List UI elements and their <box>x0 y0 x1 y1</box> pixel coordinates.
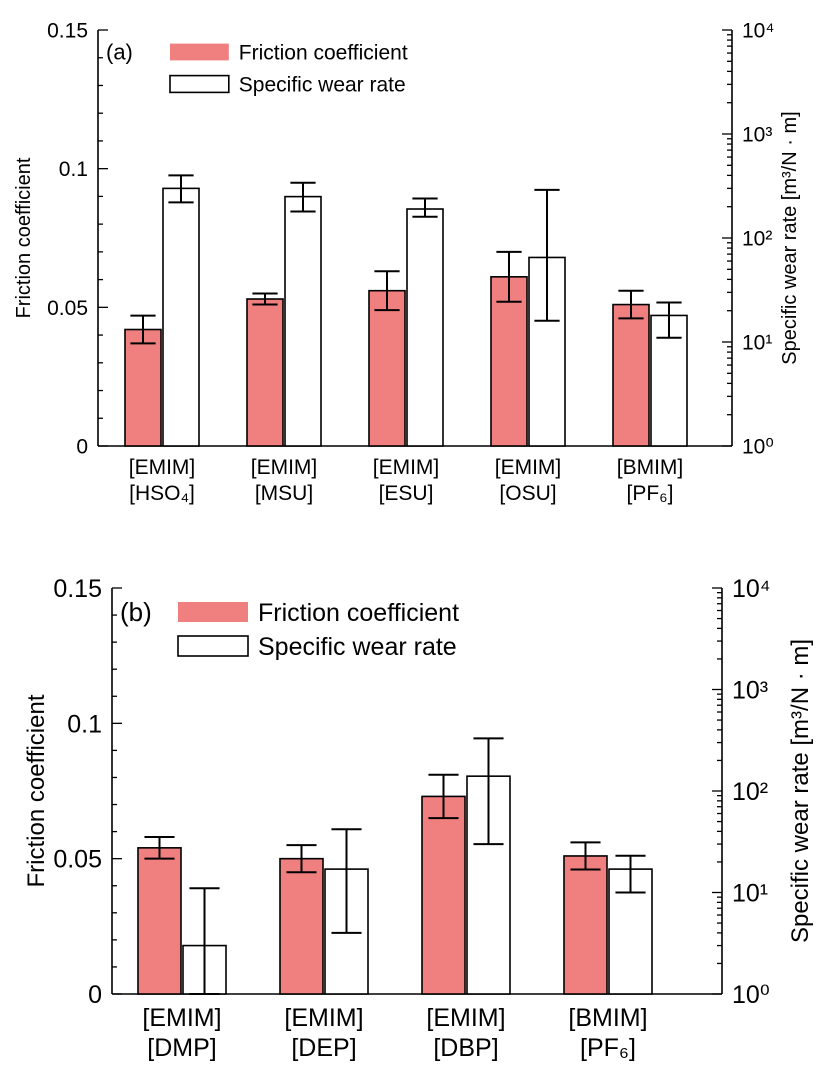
right-axis-title: Specific wear rate [m³/N · m] <box>787 639 814 943</box>
left-tick-label: 0 <box>76 436 88 459</box>
right-tick-label: 10¹ <box>732 880 768 908</box>
friction-bar <box>368 289 406 447</box>
friction-bar <box>246 298 284 447</box>
wear-rate-bar <box>284 195 322 447</box>
left-axis-title: Friction coefficient <box>13 157 35 318</box>
category-label-anion: [DMP] <box>147 1034 216 1062</box>
category-label-anion: [MSU] <box>255 482 313 505</box>
right-tick-label: 10³ <box>742 124 772 147</box>
category-label-anion: [PF₆] <box>580 1034 636 1062</box>
left-tick-label: 0 <box>88 981 102 1009</box>
category-label-cation: [EMIM] <box>495 456 562 479</box>
category-label-cation: [EMIM] <box>284 1004 363 1032</box>
category-label-cation: [EMIM] <box>129 456 196 479</box>
category-label-cation: [EMIM] <box>373 456 440 479</box>
friction-bar <box>612 303 650 447</box>
right-tick-label: 10⁰ <box>742 436 774 459</box>
category-label-cation: [EMIM] <box>142 1004 221 1032</box>
legend-label-wear: Specific wear rate <box>239 74 406 97</box>
wear-rate-bar <box>406 208 444 447</box>
right-tick-label: 10² <box>742 228 772 251</box>
legend-swatch-friction <box>170 43 229 61</box>
friction-bar <box>421 795 466 995</box>
category-label-cation: [EMIM] <box>426 1004 505 1032</box>
wear-rate-bar <box>162 187 200 447</box>
category-label-cation: [BMIM] <box>568 1004 647 1032</box>
friction-bar <box>279 857 324 995</box>
legend-label-wear: Specific wear rate <box>258 633 457 661</box>
category-label-anion: [DBP] <box>433 1034 498 1062</box>
right-tick-label: 10¹ <box>742 332 772 355</box>
left-tick-label: 0.15 <box>47 20 88 43</box>
friction-bar <box>490 276 528 447</box>
right-tick-label: 10⁰ <box>732 981 770 1009</box>
category-label-anion: [HSO₄] <box>129 482 195 505</box>
right-tick-label: 10⁴ <box>742 20 774 43</box>
legend-swatch-friction <box>178 602 248 622</box>
category-label-anion: [PF₆] <box>627 482 674 505</box>
category-label-cation: [EMIM] <box>251 456 318 479</box>
panel-label: (b) <box>120 597 152 627</box>
left-tick-label: 0.1 <box>67 710 102 738</box>
category-label-cation: [BMIM] <box>617 456 684 479</box>
friction-bar <box>124 328 162 447</box>
friction-bar <box>137 847 182 995</box>
right-tick-label: 10² <box>732 778 768 806</box>
category-label-anion: [DEP] <box>291 1034 356 1062</box>
legend-label-friction: Friction coefficient <box>258 599 459 627</box>
friction-bar <box>563 855 608 995</box>
right-axis-title: Specific wear rate [m³/N · m] <box>779 111 801 364</box>
category-label-anion: [OSU] <box>499 482 556 505</box>
legend-swatch-wear <box>177 635 249 657</box>
left-tick-label: 0.15 <box>53 575 102 603</box>
left-tick-label: 0.05 <box>47 297 88 320</box>
legend-label-friction: Friction coefficient <box>239 42 408 65</box>
left-tick-label: 0.1 <box>59 158 88 181</box>
left-tick-label: 0.05 <box>53 846 102 874</box>
right-tick-label: 10³ <box>732 677 768 705</box>
left-axis-title: Friction coefficient <box>23 694 50 887</box>
panel-label: (a) <box>106 39 133 64</box>
category-label-anion: [ESU] <box>379 482 434 505</box>
legend-swatch-wear <box>169 74 230 94</box>
right-tick-label: 10⁴ <box>732 575 771 603</box>
